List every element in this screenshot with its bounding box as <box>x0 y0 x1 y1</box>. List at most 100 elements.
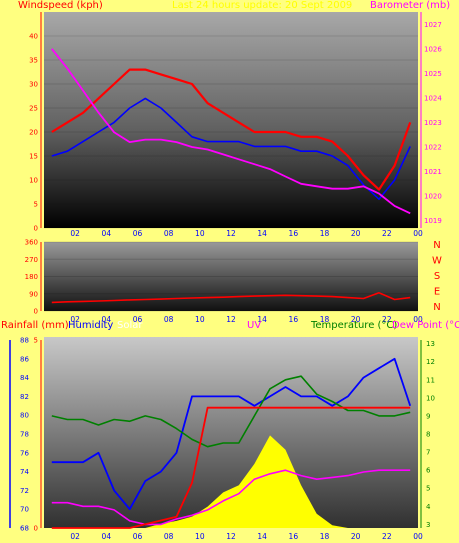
wind-x-label: 10 <box>195 229 205 238</box>
barometer-tick-label: 1022 <box>424 144 442 152</box>
barometer-line <box>51 48 411 215</box>
bottom-x-label: 12 <box>226 532 236 541</box>
direction-plot-area <box>44 242 418 311</box>
direction-x-label: 02 <box>70 315 80 324</box>
barometer-axis-title: Barometer (mb) <box>370 0 451 11</box>
temperature-tick-label: 5 <box>426 485 430 493</box>
direction-x-label: 20 <box>351 315 361 324</box>
chart-date-caption: Last 24 hours update: 20 Sept 2009 <box>172 0 353 11</box>
windspeed-tick-label: 40 <box>29 33 38 41</box>
temperature-axis-title: Temperature (°C) <box>311 320 398 331</box>
wind-x-label: 06 <box>133 229 143 238</box>
uv-axis-title: UV <box>247 320 262 331</box>
humidity-tick-label: 72 <box>20 487 29 495</box>
humidity-tick-label: 80 <box>20 412 29 420</box>
barometer-tick-label: 1026 <box>424 45 442 53</box>
humidity-tick-label: 78 <box>20 431 29 439</box>
temperature-line <box>51 375 411 448</box>
humidity-tick-label: 84 <box>20 374 29 382</box>
temperature-tick-label: 4 <box>426 503 431 511</box>
wind-x-label: 14 <box>257 229 267 238</box>
temperature-tick-label: 3 <box>426 521 430 529</box>
bottom-x-label: 18 <box>320 532 330 541</box>
windspeed-tick-label: 30 <box>29 81 38 89</box>
humidity-tick-label: 76 <box>20 449 29 457</box>
temperature-tick-label: 9 <box>426 412 430 420</box>
bottom-x-label: 16 <box>289 532 299 541</box>
barometer-tick-label: 1019 <box>424 217 442 225</box>
humidity-tick-label: 70 <box>20 506 29 514</box>
compass-letter: E <box>434 287 440 298</box>
humidity-tick-label: 68 <box>20 525 29 533</box>
temperature-tick-label: 10 <box>426 394 435 402</box>
wind-x-label: 00 <box>413 229 423 238</box>
rainfall-axis-title: Rainfall (mm) <box>1 320 69 331</box>
wind-x-label: 08 <box>164 229 174 238</box>
dewpoint-axis-title: Dew Point (°C) <box>392 320 459 331</box>
wind-x-label: 20 <box>351 229 361 238</box>
windspeed-line <box>51 68 412 191</box>
bottom-x-label: 06 <box>133 532 143 541</box>
humidity-tick-label: 88 <box>20 337 29 345</box>
direction-x-label: 10 <box>195 315 205 324</box>
temperature-tick-label: 11 <box>426 376 435 384</box>
rain-tick-label: 0 <box>34 525 38 533</box>
compass-letter: N <box>433 240 440 251</box>
temperature-tick-label: 13 <box>426 340 435 348</box>
dewpoint-line <box>51 469 411 526</box>
bottom-x-label: 00 <box>413 532 423 541</box>
windspeed-tick-label: 0 <box>34 225 38 233</box>
barometer-tick-label: 1020 <box>424 193 442 201</box>
windspeed-axis-title: Windspeed (kph) <box>18 0 103 11</box>
barometer-tick-label: 1024 <box>424 94 442 102</box>
wind-x-label: 12 <box>226 229 236 238</box>
humidity-axis-title: Humidity <box>68 320 114 331</box>
wind-x-label: 18 <box>320 229 330 238</box>
direction-tick-label: 0 <box>34 308 38 316</box>
temperature-tick-label: 12 <box>426 358 435 366</box>
temperature-tick-label: 6 <box>426 467 431 475</box>
wind-direction-line <box>51 292 411 304</box>
direction-x-label: 14 <box>257 315 267 324</box>
wind-x-label: 04 <box>102 229 112 238</box>
barometer-tick-label: 1021 <box>424 168 442 176</box>
direction-x-label: 08 <box>164 315 174 324</box>
solar-area <box>51 435 411 528</box>
barometer-tick-label: 1027 <box>424 21 442 29</box>
direction-x-label: 12 <box>226 315 236 324</box>
barometer-tick-label: 1023 <box>424 119 442 127</box>
direction-tick-label: 360 <box>25 239 38 247</box>
bottom-x-label: 22 <box>382 532 392 541</box>
bottom-x-label: 20 <box>351 532 361 541</box>
wind-plot-area <box>44 12 418 228</box>
bottom-x-label: 04 <box>102 532 112 541</box>
bottom-x-label: 08 <box>164 532 174 541</box>
humidity-tick-label: 82 <box>20 393 29 401</box>
direction-tick-label: 180 <box>25 273 38 281</box>
direction-x-label: 04 <box>102 315 112 324</box>
humidity-line <box>51 357 412 511</box>
solar-axis-title: Solar <box>117 320 143 331</box>
direction-x-label: 06 <box>133 315 143 324</box>
wind-x-label: 02 <box>70 229 80 238</box>
wind-average-line <box>51 97 411 200</box>
bottom-x-label: 14 <box>257 532 267 541</box>
compass-letter: W <box>432 256 442 267</box>
direction-x-label: 16 <box>289 315 299 324</box>
direction-x-label: 22 <box>382 315 392 324</box>
compass-letter: N <box>433 302 440 313</box>
direction-x-label: 18 <box>320 315 330 324</box>
bottom-x-label: 02 <box>70 532 80 541</box>
direction-tick-label: 270 <box>25 256 38 264</box>
humidity-tick-label: 74 <box>20 468 29 476</box>
bottom-x-label: 10 <box>195 532 205 541</box>
direction-tick-label: 90 <box>29 290 38 298</box>
humidity-tick-label: 86 <box>20 355 29 363</box>
windspeed-tick-label: 10 <box>29 177 38 185</box>
rainfall-line <box>51 406 411 529</box>
compass-letter: S <box>434 271 440 282</box>
rain-tick-label: 5 <box>34 337 38 345</box>
windspeed-tick-label: 20 <box>29 129 38 137</box>
barometer-tick-label: 1025 <box>424 70 442 78</box>
